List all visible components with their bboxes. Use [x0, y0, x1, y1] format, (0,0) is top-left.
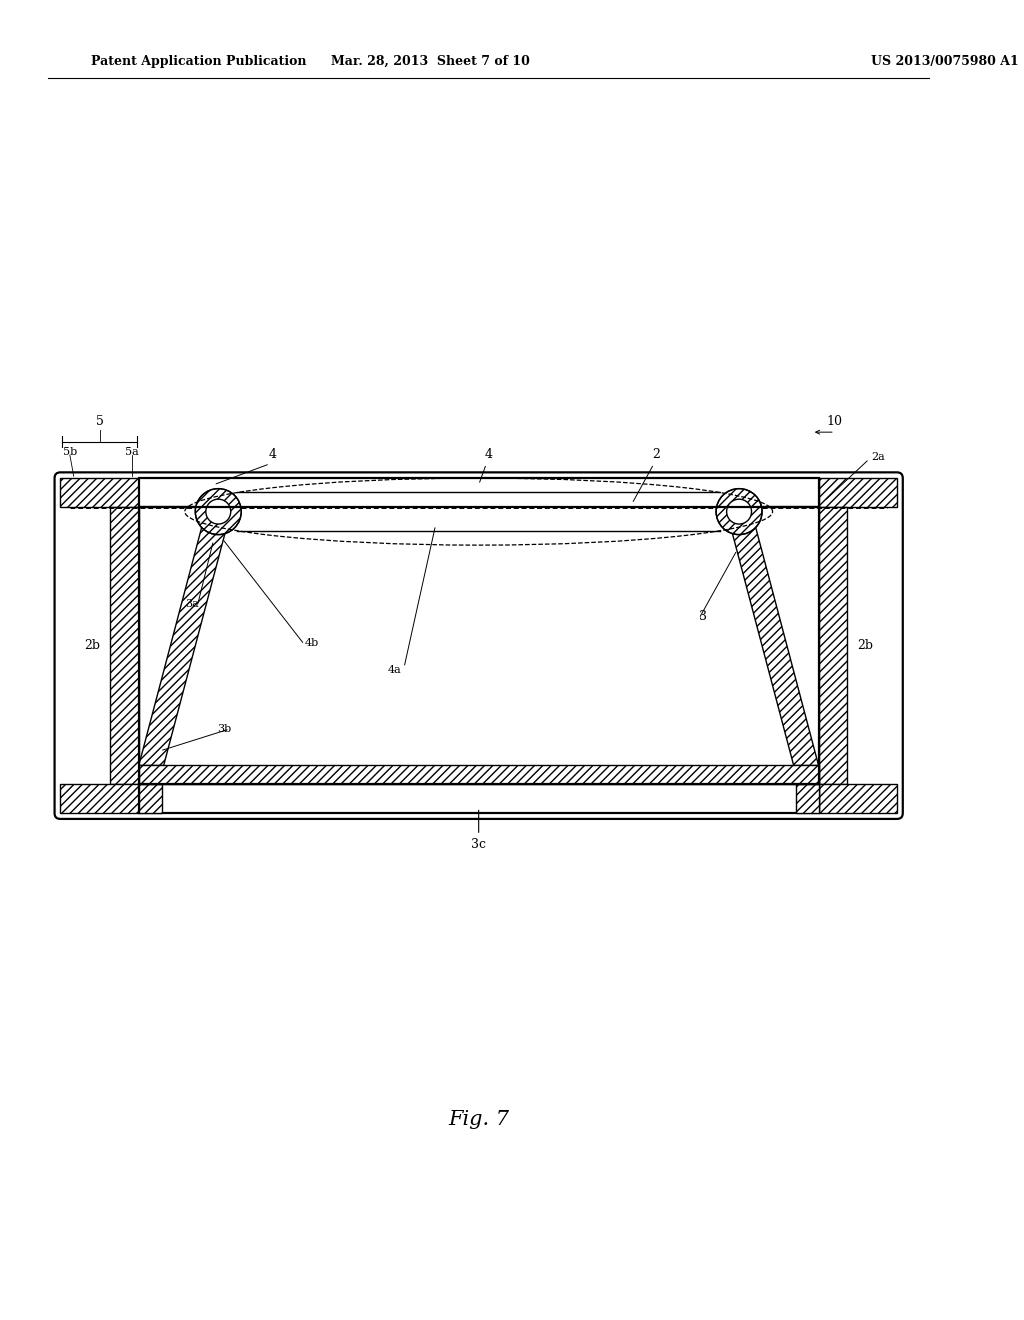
Circle shape — [206, 499, 230, 524]
Polygon shape — [818, 507, 847, 784]
Text: 3a: 3a — [185, 599, 199, 610]
Text: US 2013/0075980 A1: US 2013/0075980 A1 — [871, 55, 1019, 69]
Polygon shape — [796, 784, 818, 813]
Text: 4b: 4b — [304, 638, 318, 648]
Text: 10: 10 — [826, 416, 843, 428]
Text: Fig. 7: Fig. 7 — [449, 1110, 509, 1129]
Text: 3: 3 — [698, 610, 707, 623]
Polygon shape — [60, 784, 139, 813]
Polygon shape — [818, 784, 897, 813]
Polygon shape — [727, 512, 818, 766]
Text: 5: 5 — [95, 416, 103, 428]
Polygon shape — [139, 766, 818, 784]
Polygon shape — [139, 784, 162, 813]
Text: 2b: 2b — [85, 639, 100, 652]
Polygon shape — [818, 478, 897, 507]
Text: 2b: 2b — [857, 639, 872, 652]
Polygon shape — [139, 784, 818, 813]
Text: Patent Application Publication: Patent Application Publication — [91, 55, 306, 69]
Polygon shape — [139, 512, 230, 766]
Polygon shape — [139, 478, 818, 507]
Text: 3c: 3c — [471, 838, 486, 851]
Text: Mar. 28, 2013  Sheet 7 of 10: Mar. 28, 2013 Sheet 7 of 10 — [332, 55, 530, 69]
Text: 4: 4 — [484, 447, 493, 461]
Circle shape — [196, 488, 242, 535]
Text: 2: 2 — [652, 447, 659, 461]
Text: 5a: 5a — [125, 446, 139, 457]
Circle shape — [727, 499, 752, 524]
Circle shape — [716, 488, 762, 535]
Text: 5b: 5b — [62, 446, 77, 457]
Text: 4a: 4a — [387, 664, 401, 675]
Polygon shape — [111, 507, 139, 784]
Text: 2a: 2a — [871, 451, 885, 462]
Text: 3b: 3b — [217, 723, 231, 734]
Text: 4: 4 — [269, 447, 276, 461]
Polygon shape — [60, 478, 139, 507]
